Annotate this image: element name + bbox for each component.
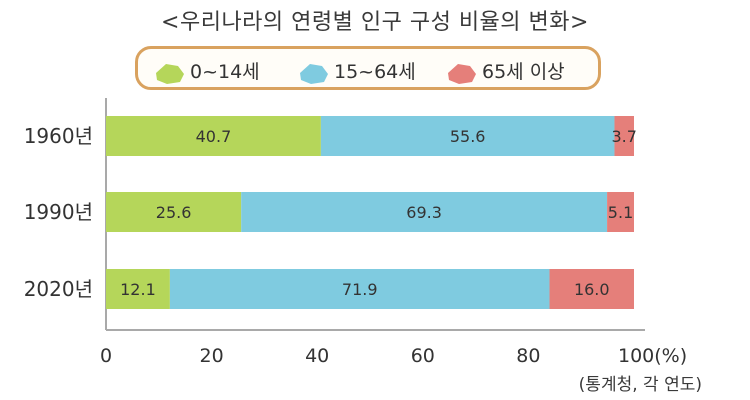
data-label: 71.9 <box>342 280 378 299</box>
legend-box <box>135 46 601 90</box>
legend-label: 0~14세 <box>190 61 260 83</box>
x-tick-label: 60 <box>411 345 435 367</box>
category-label: 2020년 <box>24 277 93 301</box>
data-label: 40.7 <box>196 127 232 146</box>
data-label: 12.1 <box>120 280 156 299</box>
bar-segment <box>549 269 634 309</box>
legend-label: 65세 이상 <box>482 61 565 83</box>
bar-segment <box>614 116 634 156</box>
data-label: 25.6 <box>156 203 192 222</box>
data-label: 55.6 <box>450 127 486 146</box>
bar-segment <box>241 192 608 232</box>
data-label: 3.7 <box>612 127 637 146</box>
legend-swatch <box>300 64 328 84</box>
bar-segment <box>106 269 170 309</box>
chart-title: <우리나라의 연령별 인구 구성 비율의 변화> <box>161 10 589 35</box>
bar-segment <box>106 116 321 156</box>
x-tick-label: 20 <box>200 345 224 367</box>
bar-segment <box>169 269 550 309</box>
source-note: (통계청, 각 연도) <box>578 375 702 395</box>
data-label: 5.1 <box>608 203 633 222</box>
x-tick-label: 40 <box>305 345 329 367</box>
x-tick-label: 0 <box>100 345 112 367</box>
bar-segment <box>106 192 242 232</box>
data-label: 16.0 <box>574 280 610 299</box>
bar-segment <box>607 192 634 232</box>
legend-swatch <box>448 64 476 84</box>
bar-segment <box>320 116 615 156</box>
legend-swatch <box>156 64 184 84</box>
category-label: 1990년 <box>24 200 93 224</box>
category-label: 1960년 <box>24 124 93 148</box>
data-label: 69.3 <box>406 203 442 222</box>
legend-label: 15~64세 <box>334 61 416 83</box>
x-tick-label: 80 <box>516 345 540 367</box>
x-tick-label: 100(%) <box>618 345 687 367</box>
